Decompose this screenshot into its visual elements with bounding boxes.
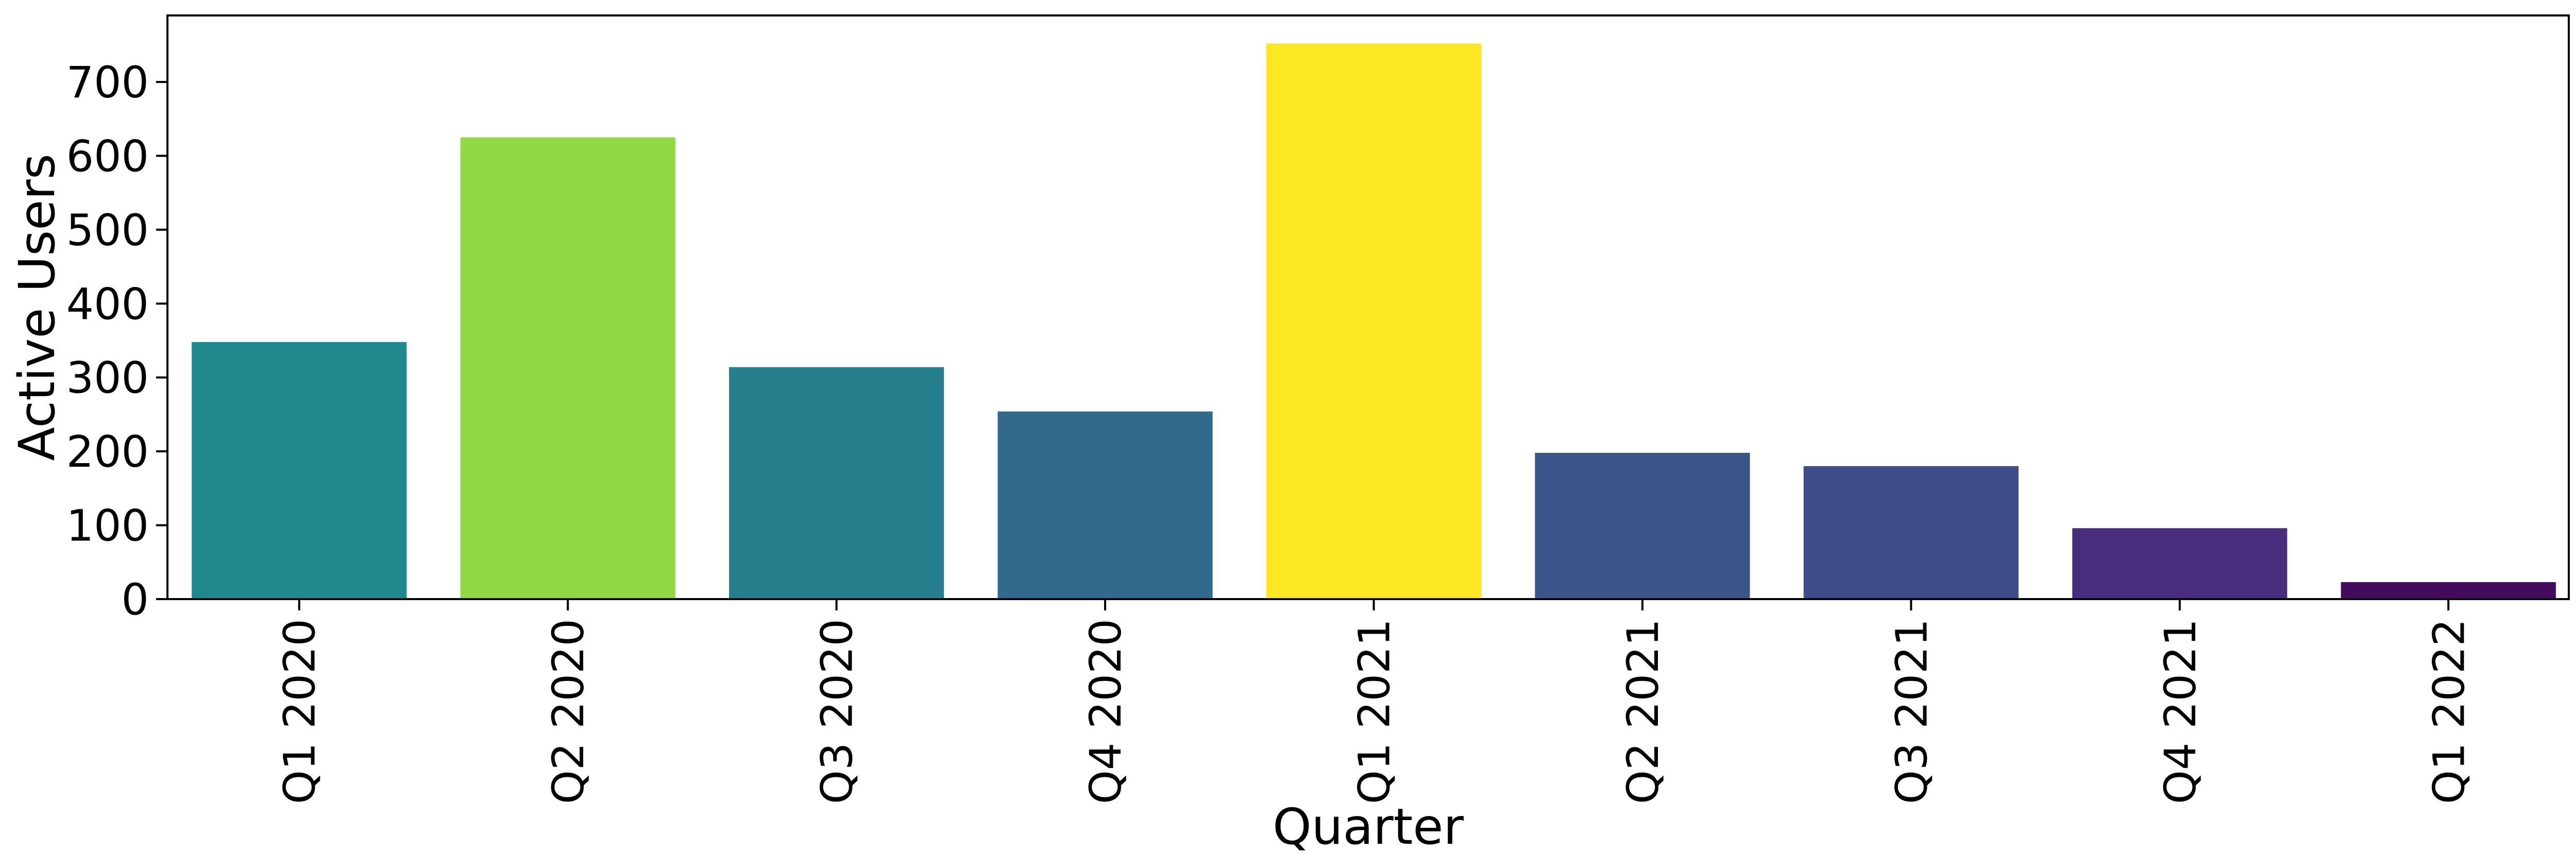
x-axis-ticks: Q1 2020 Q2 2020 Q3 2020 Q4 2020 Q1 2021 Q2 20…: [275, 599, 2474, 804]
y-axis-ticks: 0 100 200 300 400 500 600 700: [66, 57, 167, 625]
bar-q3-2021: [1803, 466, 2019, 599]
plot-frame: [166, 14, 2570, 600]
y-axis-label: Active Users: [8, 154, 66, 461]
y-tick-label: 400: [66, 279, 149, 329]
y-tick-label: 200: [66, 427, 149, 477]
y-tick-label: 300: [66, 353, 149, 403]
y-tick-label: 0: [122, 574, 149, 625]
x-tick-label: Q1 2021: [1349, 619, 1400, 804]
bar-q1-2022: [2341, 582, 2556, 599]
bar-q3-2020: [729, 367, 944, 599]
x-tick-label: Q2 2021: [1618, 619, 1668, 804]
bar-q4-2021: [2072, 528, 2287, 599]
x-tick-label: Q1 2022: [2424, 619, 2474, 804]
y-tick-label: 500: [66, 205, 149, 256]
bar-q1-2020: [192, 342, 407, 599]
bar-q4-2020: [997, 411, 1213, 599]
x-tick-label: Q4 2021: [2155, 619, 2206, 804]
bar-q2-2021: [1535, 453, 1750, 599]
x-axis-label: Quarter: [1273, 798, 1464, 856]
y-tick-label: 600: [66, 131, 149, 181]
x-tick-label: Q4 2020: [1080, 619, 1131, 804]
x-tick-label: Q1 2020: [275, 619, 325, 804]
x-tick-label: Q3 2020: [812, 619, 862, 804]
x-tick-label: Q2 2020: [543, 619, 594, 804]
bar-q1-2021: [1266, 43, 1482, 599]
y-tick-label: 700: [66, 57, 149, 108]
bars-group: [192, 43, 2556, 599]
bar-q2-2020: [460, 137, 675, 599]
x-tick-label: Q3 2021: [1886, 619, 1937, 804]
y-tick-label: 100: [66, 501, 149, 551]
